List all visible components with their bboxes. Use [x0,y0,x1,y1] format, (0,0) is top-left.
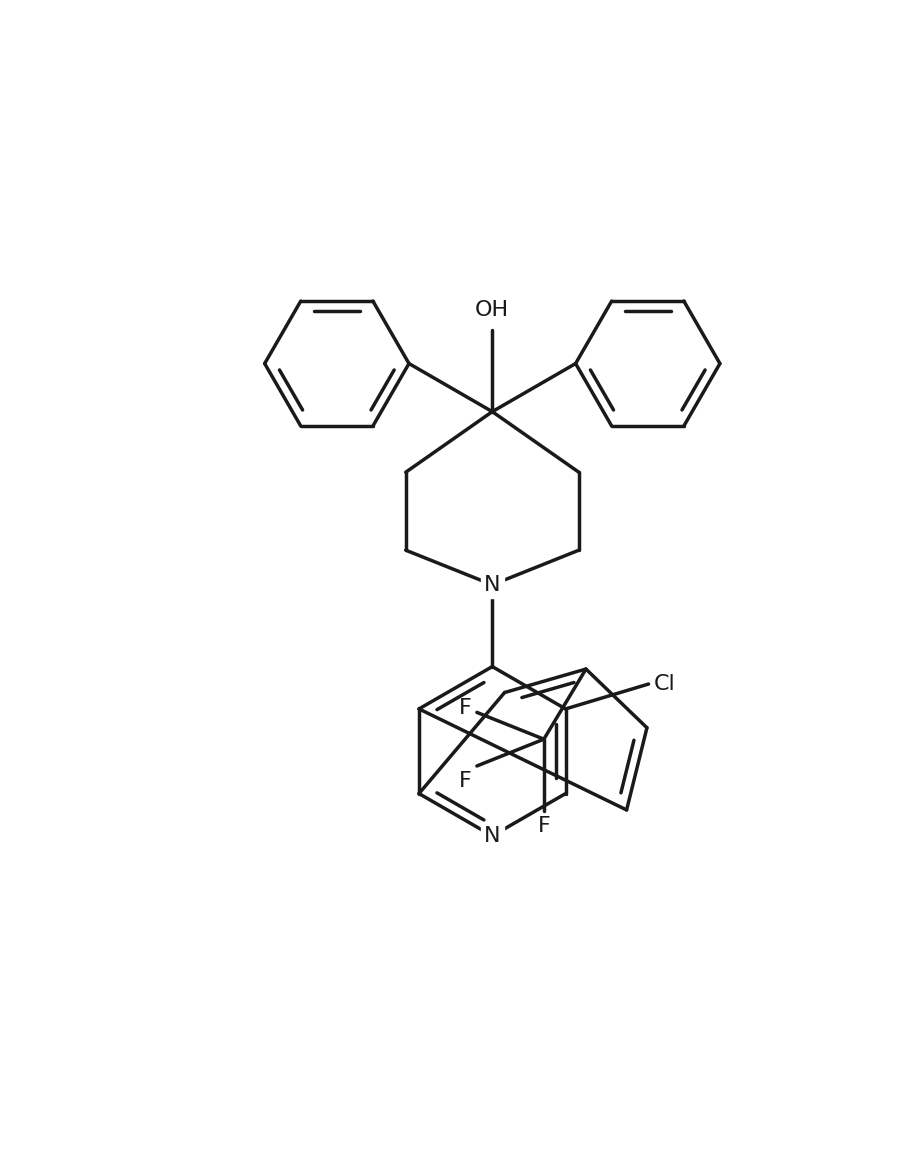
Text: F: F [459,770,472,791]
Text: OH: OH [475,300,509,320]
Text: N: N [484,575,500,595]
Text: F: F [459,697,472,718]
Text: Cl: Cl [654,674,675,694]
Text: N: N [484,826,500,846]
Text: F: F [538,817,550,836]
